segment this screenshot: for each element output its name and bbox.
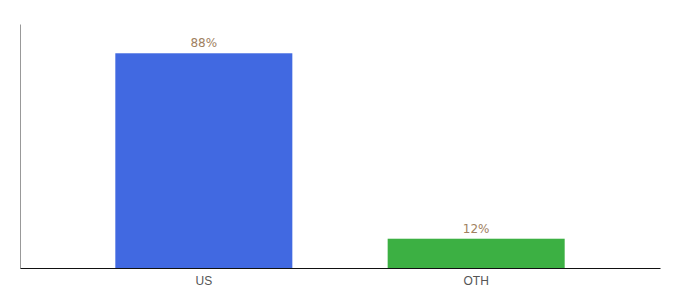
x-tick-label: OTH [463, 274, 488, 288]
bar [115, 53, 292, 268]
bars [115, 53, 564, 268]
y-axis [20, 25, 21, 269]
data-label: 88% [190, 36, 217, 50]
plot: US OTH 88% 12% [21, 25, 661, 288]
chart: US OTH 88% 12% [0, 0, 680, 300]
x-tick: US [195, 274, 212, 288]
bar [388, 239, 565, 268]
y-axis-line [20, 25, 21, 269]
x-axis: US OTH [21, 269, 661, 288]
x-tick-label: US [195, 274, 212, 288]
data-labels: 88% 12% [190, 36, 489, 235]
data-label: 12% [463, 222, 490, 236]
x-tick: OTH [463, 274, 488, 288]
x-axis-line [21, 268, 661, 269]
